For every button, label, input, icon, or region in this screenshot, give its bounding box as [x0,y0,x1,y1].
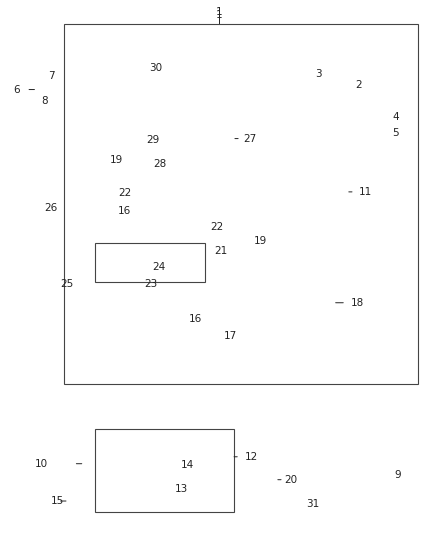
Text: 11: 11 [359,187,372,197]
Text: 23: 23 [145,279,158,288]
Text: 30: 30 [149,63,162,73]
Text: 22: 22 [210,222,223,231]
Text: 9: 9 [394,471,401,480]
Text: 24: 24 [152,262,166,271]
Text: 27: 27 [243,134,256,143]
Text: 26: 26 [45,203,58,213]
Text: 22: 22 [118,188,131,198]
Bar [95,243,205,282]
Text: 28: 28 [153,159,166,168]
Text: 1: 1 [215,10,223,20]
Text: 29: 29 [147,135,160,144]
Text: 16: 16 [118,206,131,215]
Bar [64,24,418,384]
Text: 17: 17 [223,331,237,341]
Bar [95,429,234,512]
Text: 21: 21 [215,246,228,255]
Text: 1: 1 [215,7,223,17]
Text: 19: 19 [254,236,267,246]
Text: 31: 31 [306,499,319,508]
Text: 2: 2 [355,80,361,90]
Text: 6: 6 [13,85,20,94]
Text: 19: 19 [110,155,123,165]
Text: 15: 15 [50,496,64,506]
Text: 25: 25 [60,279,74,288]
Text: 7: 7 [48,71,55,80]
Text: 12: 12 [245,452,258,462]
Text: 10: 10 [35,459,48,469]
Text: 13: 13 [175,484,188,494]
Text: 8: 8 [42,96,48,106]
Text: 20: 20 [284,475,297,484]
Text: 3: 3 [315,69,322,78]
Text: 16: 16 [188,314,201,324]
Text: 18: 18 [350,298,364,308]
Text: 14: 14 [180,461,194,470]
Text: 5: 5 [392,128,399,138]
Text: 4: 4 [392,112,399,122]
